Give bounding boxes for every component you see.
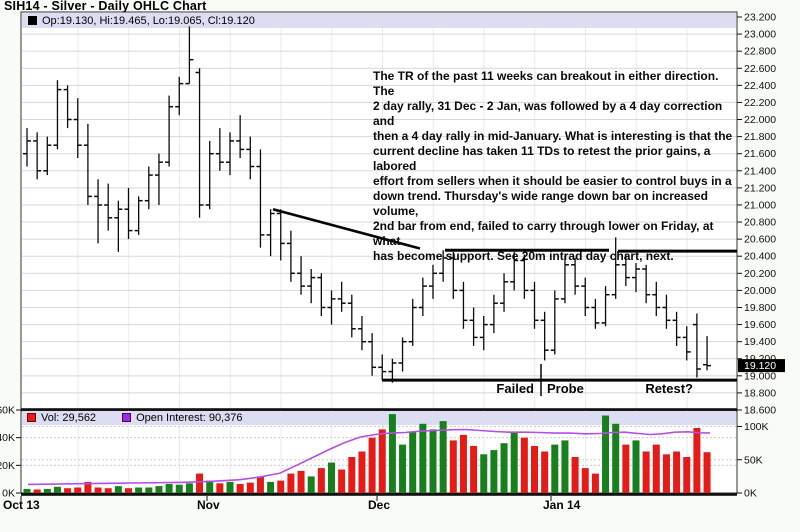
- svg-text:23.000: 23.000: [744, 29, 776, 41]
- svg-text:21.000: 21.000: [744, 199, 776, 211]
- svg-text:22.200: 22.200: [744, 97, 776, 109]
- ohlc-legend: Op:19.130, Hi:19.465, Lo:19.065, Cl:19.1…: [28, 14, 255, 27]
- svg-text:19.600: 19.600: [744, 319, 776, 331]
- svg-text:23.200: 23.200: [744, 12, 776, 24]
- oi-axis-right: 100K 50K 0K: [737, 421, 769, 500]
- volume-bars: [23, 414, 711, 493]
- annotation-line: current decline has taken 11 TDs to rete…: [373, 144, 711, 173]
- svg-text:19.800: 19.800: [744, 302, 776, 314]
- price-panel: [20, 11, 738, 412]
- volume-legend-strip: [22, 411, 736, 425]
- svg-text:100K: 100K: [744, 421, 769, 433]
- open-interest-legend-item: Open Interest: 90,376: [122, 412, 242, 424]
- svg-text:Failed: Failed: [496, 381, 534, 396]
- svg-text:50K: 50K: [744, 454, 763, 466]
- svg-text:21.600: 21.600: [744, 148, 776, 160]
- open-interest-label: Open Interest: 90,376: [136, 411, 243, 424]
- svg-text:Dec: Dec: [368, 498, 390, 512]
- volume-label: Vol: 29,562: [41, 411, 97, 424]
- open-interest-marker-icon: [122, 413, 132, 422]
- annotation-line: 2nd bar from end, failed to carry throug…: [373, 219, 714, 248]
- svg-text:Probe: Probe: [547, 381, 584, 396]
- current-price-label: 19.120: [744, 360, 776, 372]
- svg-text:19.000: 19.000: [744, 370, 776, 382]
- svg-text:20.800: 20.800: [744, 217, 776, 229]
- svg-text:22.400: 22.400: [744, 80, 776, 92]
- volume-series-marker-icon: [27, 413, 36, 422]
- svg-text:18.600: 18.600: [744, 405, 776, 417]
- svg-text:20K: 20K: [0, 460, 15, 472]
- svg-text:60K: 60K: [0, 405, 15, 417]
- svg-text:Nov: Nov: [197, 498, 220, 512]
- annotation-line: then a 4 day rally in mid-January. What …: [373, 129, 733, 143]
- volume-axis-left: 60K 40K 20K 0K: [0, 405, 21, 500]
- annotation-line: has become support. See 20m intrad day c…: [373, 249, 674, 263]
- svg-text:21.800: 21.800: [744, 131, 776, 143]
- chart-title: SIH14 - Silver - Daily OHLC Chart: [4, 0, 207, 13]
- svg-text:22.600: 22.600: [744, 63, 776, 75]
- annotation-line: effort from sellers when it should be ea…: [373, 174, 732, 188]
- ohlc-bars: [23, 26, 712, 383]
- svg-text:40K: 40K: [0, 432, 15, 444]
- support-annotations: Failed Probe Retest?: [496, 381, 693, 396]
- svg-text:Retest?: Retest?: [645, 381, 693, 396]
- svg-text:20.600: 20.600: [744, 234, 776, 246]
- current-price-box: [738, 359, 785, 373]
- bottom-axis-line: [21, 493, 737, 496]
- ohlc-legend-strip: [22, 13, 736, 28]
- annotation-text: The TR of the past 11 weeks can breakout…: [373, 69, 741, 264]
- svg-text:21.200: 21.200: [744, 182, 776, 194]
- svg-text:22.800: 22.800: [744, 46, 776, 58]
- svg-text:Jan 14: Jan 14: [543, 498, 581, 512]
- svg-text:21.400: 21.400: [744, 165, 776, 177]
- svg-text:20.200: 20.200: [744, 268, 776, 280]
- svg-text:0K: 0K: [2, 488, 15, 500]
- svg-text:20.000: 20.000: [744, 285, 776, 297]
- ohlc-series-marker-icon: [28, 16, 37, 25]
- open-interest-line: [27, 428, 711, 486]
- volume-legend: Vol: 29,562 Open Interest: 90,376: [27, 411, 242, 424]
- svg-text:19.400: 19.400: [744, 336, 776, 348]
- annotation-line: down trend. Thursday's wide range down b…: [373, 189, 708, 218]
- svg-text:Oct 13: Oct 13: [3, 498, 40, 512]
- panel-divider: [21, 408, 737, 411]
- svg-text:22.000: 22.000: [744, 114, 776, 126]
- svg-text:18.800: 18.800: [744, 387, 776, 399]
- ohlc-values-label: Op:19.130, Hi:19.465, Lo:19.065, Cl:19.1…: [42, 14, 255, 27]
- annotation-line: The TR of the past 11 weeks can breakout…: [373, 69, 719, 98]
- svg-text:0K: 0K: [744, 488, 757, 500]
- price-axis: 23.200 23.000 22.800 22.600 22.400 22.200 22.0…: [737, 12, 776, 417]
- svg-text:20.400: 20.400: [744, 251, 776, 263]
- annotation-line: 2 day rally, 31 Dec - 2 Jan, was followe…: [373, 99, 723, 128]
- time-axis: Oct 13 Nov Dec Jan 14: [3, 496, 581, 512]
- drawn-lines: [272, 207, 737, 396]
